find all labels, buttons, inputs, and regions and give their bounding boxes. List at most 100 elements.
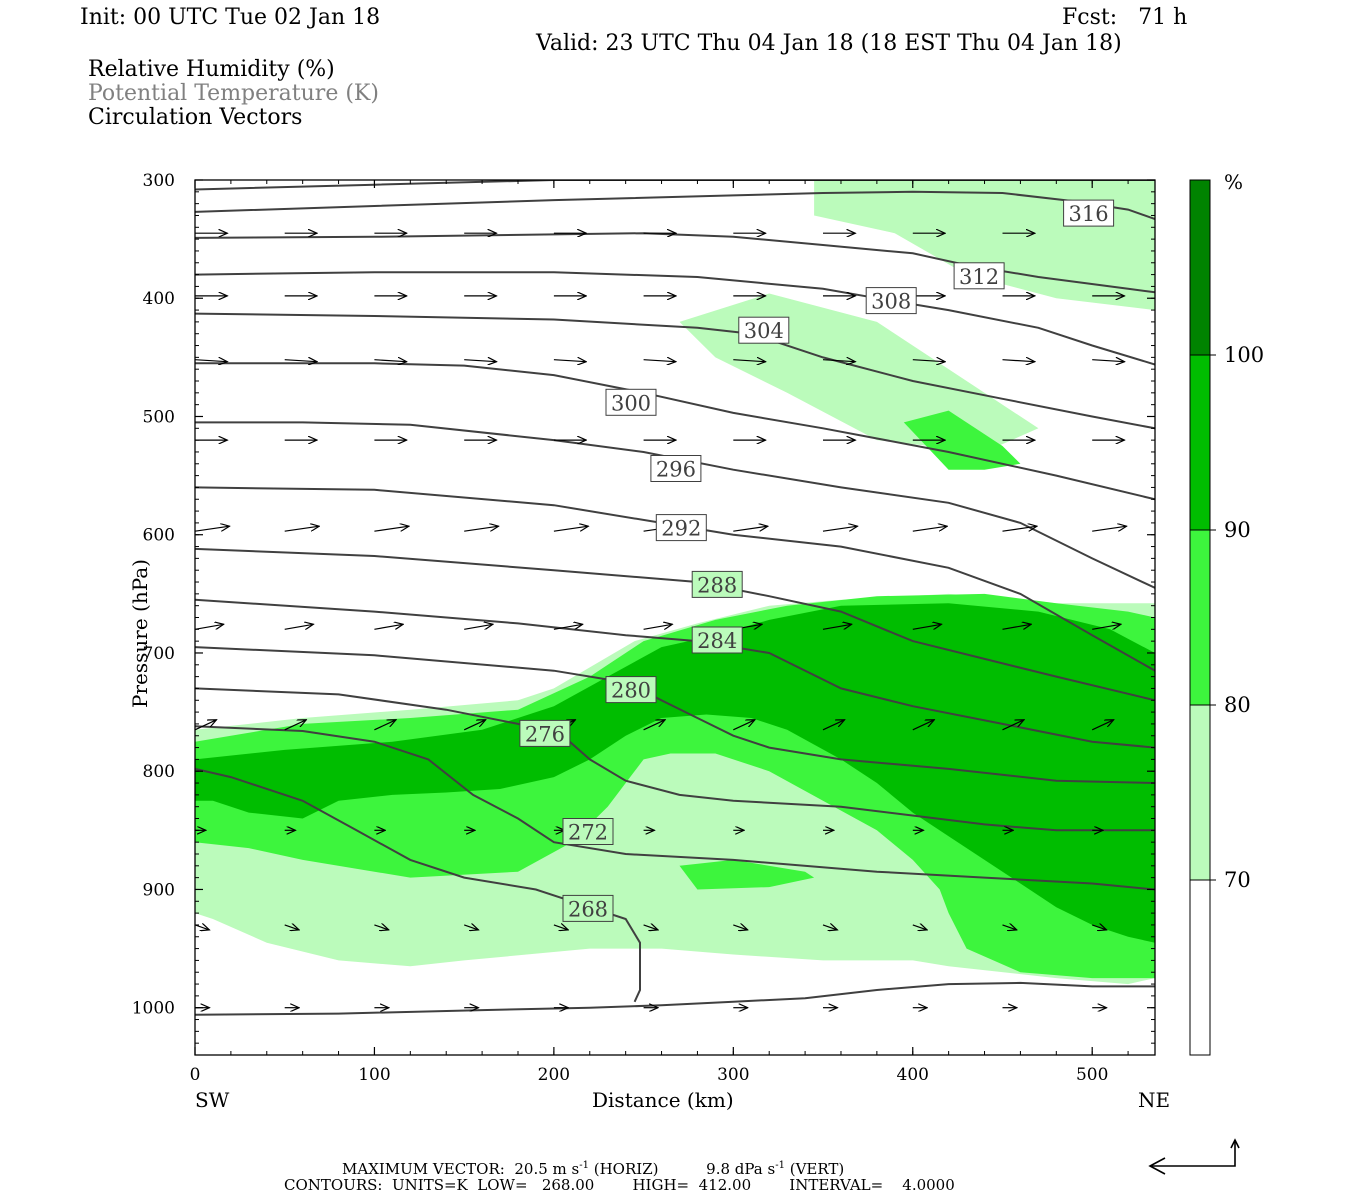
x-endpoint-left: SW — [195, 1088, 230, 1112]
vector-arrow — [553, 526, 588, 532]
vector-arrow — [912, 925, 927, 930]
vector-arrow — [284, 360, 317, 362]
vector-arrow — [822, 624, 852, 630]
vector-arrow — [374, 526, 409, 532]
vector-arrow — [733, 360, 765, 362]
theta-label: 312 — [959, 265, 999, 289]
forecast-hour: Fcst: 71 h — [1062, 5, 1188, 30]
field-vectors: Circulation Vectors — [88, 105, 303, 130]
vector-arrow — [284, 925, 299, 930]
theta-labels: 316 312 308 304 300 296 292 288 284 280 276 272 268 — [519, 199, 1115, 922]
vector-arrow — [912, 624, 942, 630]
vector-arrow — [553, 624, 583, 630]
theta-line-12 — [195, 725, 1155, 891]
colorbar-segment — [1190, 705, 1210, 880]
theta-label: 300 — [611, 391, 651, 415]
superscript-neg-one: -1 — [775, 1160, 785, 1171]
valid-time: Valid: 23 UTC Thu 04 Jan 18 (18 EST Thu … — [536, 31, 1122, 56]
vector-arrow — [822, 720, 845, 731]
theta-label: 296 — [656, 458, 696, 482]
vector-arrow — [553, 360, 586, 362]
colorbar-segment — [1190, 530, 1210, 705]
vector-arrow — [463, 720, 486, 731]
y-tick-label: 400 — [143, 289, 175, 309]
y-tick-label: 800 — [143, 762, 175, 782]
vector-arrow — [464, 360, 496, 362]
vector-arrow — [374, 925, 388, 930]
colorbar-label: 70 — [1224, 868, 1251, 892]
vector-arrow — [1092, 360, 1124, 362]
theta-label: 304 — [744, 319, 784, 343]
theta-label: 276 — [525, 722, 565, 746]
theta-label: 280 — [611, 679, 651, 703]
y-tick-label: 500 — [143, 407, 175, 427]
max-vector-mid: (HORIZ) 9.8 dPa s — [588, 1160, 776, 1178]
y-axis-title: Pressure (hPa) — [128, 559, 152, 708]
vector-arrow — [1091, 720, 1114, 731]
theta-label-box — [691, 626, 743, 654]
x-tick-label: 500 — [1076, 1065, 1108, 1085]
colorbar-unit: % — [1224, 170, 1244, 194]
vector-arrow — [374, 360, 406, 362]
vector-arrow — [464, 925, 478, 930]
x-tick-label: 200 — [538, 1065, 570, 1085]
superscript-neg-one: -1 — [579, 1160, 589, 1171]
theta-label-box — [865, 287, 917, 315]
axis-ticks: 0 100 200 300 400 500 300 400 500 600 700 800 900 100… — [132, 171, 1155, 1085]
vector-arrow — [284, 624, 314, 630]
theta-label: 284 — [697, 629, 737, 653]
theta-label-box — [562, 894, 614, 922]
theta-label-box — [562, 818, 614, 845]
theta-line-0 — [195, 180, 1155, 191]
theta-line-4 — [195, 312, 1155, 430]
theta-label: 272 — [568, 821, 608, 845]
vector-arrow — [195, 526, 230, 532]
vector-arrow — [464, 624, 493, 630]
y-tick-label: 700 — [143, 644, 175, 664]
x-endpoint-right: NE — [1138, 1088, 1171, 1112]
vector-arrow — [553, 925, 568, 930]
rh-fills — [195, 180, 1155, 985]
theta-label-box — [650, 455, 702, 482]
colorbar-label: 80 — [1224, 693, 1251, 717]
field-theta: Potential Temperature (K) — [88, 81, 379, 106]
theta-line-10 — [195, 646, 1155, 784]
contours-info: CONTOURS: UNITS=K LOW= 268.00 HIGH= 412.… — [284, 1176, 955, 1194]
vector-arrow — [1002, 624, 1032, 630]
theta-label-box — [953, 262, 1005, 290]
vector-arrow — [733, 526, 768, 532]
theta-label-box — [655, 514, 707, 542]
y-tick-label: 900 — [143, 880, 175, 900]
colorbar-label: 90 — [1224, 518, 1251, 542]
vector-arrow — [1092, 526, 1126, 532]
rh-fill-90-6 — [195, 603, 1155, 943]
theta-label: 288 — [697, 573, 737, 597]
max-vector-line: MAXIMUM VECTOR: 20.5 m s-1 (HORIZ) 9.8 d… — [342, 1158, 844, 1177]
vector-arrow — [195, 925, 209, 930]
reference-vector-icon — [1148, 1138, 1240, 1175]
theta-line-13 — [195, 767, 641, 1003]
theta-line-14 — [195, 981, 1155, 1016]
rh-fill-80-3 — [903, 410, 1021, 470]
vector-arrow — [822, 526, 858, 532]
theta-line-6 — [195, 421, 1155, 589]
vector-arrow — [822, 360, 855, 362]
vector-arrow — [284, 720, 307, 731]
vector-arrow — [643, 624, 673, 630]
colorbar-label: 100 — [1224, 343, 1264, 367]
vector-arrow — [1002, 720, 1025, 731]
colorbar-frame — [1189, 179, 1211, 1056]
circulation-vectors — [195, 233, 1127, 1008]
theta-line-9 — [195, 598, 1155, 749]
theta-label-box — [605, 676, 657, 704]
theta-label-box — [1063, 199, 1115, 227]
vector-arrow — [464, 526, 498, 532]
theta-line-5 — [195, 362, 1155, 501]
x-axis-title: Distance (km) — [592, 1088, 734, 1112]
theta-label-box — [691, 570, 743, 598]
theta-label-box — [738, 316, 790, 344]
vector-arrow — [643, 925, 658, 930]
rh-fill-70-0 — [814, 180, 1155, 311]
vector-arrow — [374, 720, 396, 731]
